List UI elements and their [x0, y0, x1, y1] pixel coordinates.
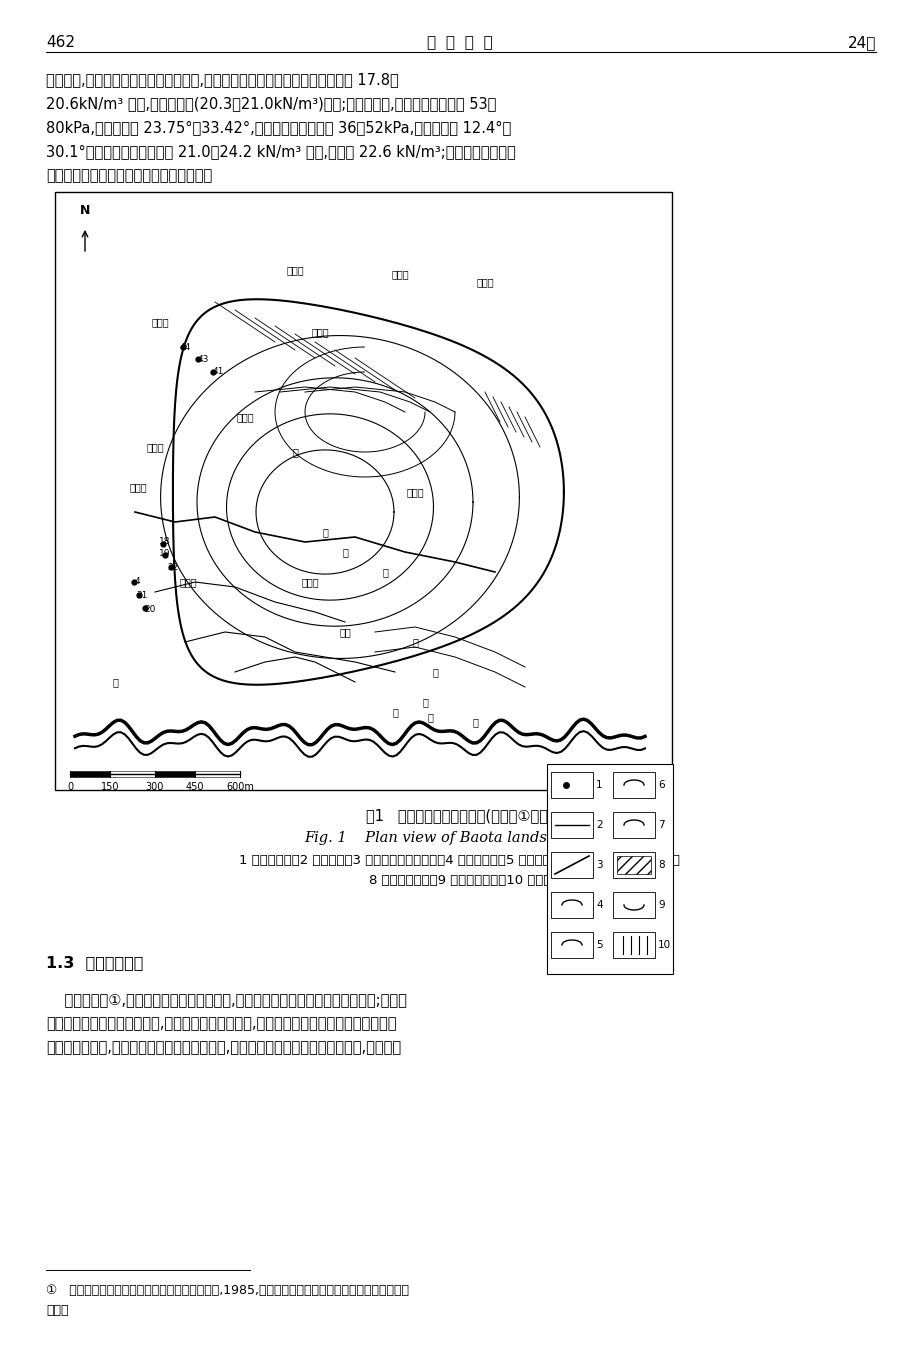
Bar	[550, 932, 593, 958]
Text: 竹儿坝: 竹儿坝	[391, 268, 408, 279]
Text: 20.6kN/m³ 之间,与饱和重度(20.3～21.0kN/m³)相近;天然状态下,滑体土的黏聚力为 53～: 20.6kN/m³ 之间,与饱和重度(20.3～21.0kN/m³)相近;天然状…	[46, 96, 496, 111]
Text: 80kPa,内摩擦角为 23.75°～33.42°,饱和状态下黏聚力为 36～52kPa,内摩擦角为 12.4°～: 80kPa,内摩擦角为 23.75°～33.42°,饱和状态下黏聚力为 36～5…	[46, 120, 511, 136]
Text: 8 滑坡滑动方向；9 滑坡台面前缘；10 滑坡壁: 8 滑坡滑动方向；9 滑坡台面前缘；10 滑坡壁	[369, 873, 550, 887]
Text: 鸡: 鸡	[422, 697, 427, 706]
Text: 汪家寨: 汪家寨	[146, 442, 164, 452]
Text: 1 钻孔及编号；2 勘探剖面；3 桐子林滑坡前缘陡坎；4 鸡扒子滑坡；5 桐子林滑坡；6 宝塔滑坡；7 擂鼓台滑坡；: 1 钻孔及编号；2 勘探剖面；3 桐子林滑坡前缘陡坎；4 鸡扒子滑坡；5 桐子林…	[239, 854, 680, 867]
Text: 44: 44	[179, 342, 190, 352]
Text: 22: 22	[167, 563, 178, 571]
Text: ①   四川省地质矿产局南江水文地质与工程地质队,1985,四川省云阳县鸡扒子滑坡区工程地质详细勘察: ① 四川省地质矿产局南江水文地质与工程地质队,1985,四川省云阳县鸡扒子滑坡区…	[46, 1284, 409, 1296]
Text: 石板沟: 石板沟	[129, 482, 147, 491]
Text: 462: 462	[46, 36, 75, 51]
Text: 九上刮: 九上刮	[406, 487, 424, 497]
Text: 洞: 洞	[432, 667, 437, 678]
Bar	[55, 192, 671, 790]
Text: 长: 长	[112, 678, 118, 687]
Text: 6: 6	[657, 780, 664, 790]
Text: 大: 大	[412, 637, 417, 648]
Text: 磷肥: 磷肥	[339, 627, 350, 637]
Text: 10: 10	[657, 941, 670, 950]
Text: 撮家寨: 撮家寨	[311, 327, 328, 337]
Text: 9: 9	[657, 899, 664, 910]
Text: 24卷: 24卷	[846, 36, 875, 51]
Text: N: N	[80, 204, 90, 218]
Text: 4: 4	[596, 899, 602, 910]
Bar	[550, 852, 593, 878]
Text: 300: 300	[145, 782, 164, 793]
Bar	[550, 812, 593, 838]
Text: 1.3  水文地质特征: 1.3 水文地质特征	[46, 956, 143, 971]
Text: 盖了砂质黏土层,尽管下伏的碎裂岩体空隙性好,滑体仍大部分处于包气带中。此外,由于滑坡: 盖了砂质黏土层,尽管下伏的碎裂岩体空隙性好,滑体仍大部分处于包气带中。此外,由于…	[46, 1040, 401, 1055]
Text: 4: 4	[134, 578, 140, 586]
Bar	[110, 771, 154, 778]
Bar	[547, 764, 673, 973]
Text: 据钻孔资料①,滑体前缘地下水因紧靠长江,受长江水位影响埋深较浅、水量较大;而滑体: 据钻孔资料①,滑体前缘地下水因紧靠长江,受长江水位影响埋深较浅、水量较大;而滑体	[46, 993, 406, 1008]
Text: 江: 江	[391, 706, 398, 717]
Text: 43: 43	[197, 355, 209, 364]
Text: 7: 7	[657, 820, 664, 830]
Text: 41: 41	[212, 367, 223, 376]
Bar	[612, 812, 654, 838]
Bar	[617, 856, 651, 873]
Text: 中部和后缘部位水位埋深较大,多在滑带附近或滑床中,涌水量也较小。由于滑体上部广泛覆: 中部和后缘部位水位埋深较大,多在滑带附近或滑床中,涌水量也较小。由于滑体上部广泛…	[46, 1016, 396, 1031]
Text: 2: 2	[596, 820, 602, 830]
Text: 图1   宝塔滑坡区平面形态图(据文献①略改): 图1 宝塔滑坡区平面形态图(据文献①略改)	[366, 808, 553, 823]
Text: 坡: 坡	[291, 448, 298, 457]
Text: 5: 5	[596, 941, 602, 950]
Text: 吴家园: 吴家园	[476, 277, 494, 287]
Text: 450: 450	[186, 782, 204, 793]
Bar	[612, 852, 654, 878]
Text: 碎裂岩体,由滑移变位的砂岩及泥岩构成,是滑坡形成的边界。滑体土天然重度在 17.8～: 碎裂岩体,由滑移变位的砂岩及泥岩构成,是滑坡形成的边界。滑体土天然重度在 17.…	[46, 73, 398, 88]
Bar	[195, 771, 240, 778]
Text: Fig. 1    Plan view of Baota landslide area.: Fig. 1 Plan view of Baota landslide area…	[303, 831, 616, 845]
Text: 19: 19	[159, 549, 171, 559]
Text: 报告。: 报告。	[46, 1305, 68, 1317]
Text: 丁家坡: 丁家坡	[236, 412, 254, 422]
Text: 18: 18	[159, 538, 171, 546]
Text: 擂鼓台: 擂鼓台	[286, 266, 303, 275]
Bar	[550, 893, 593, 919]
Text: 0: 0	[67, 782, 73, 793]
Bar	[70, 771, 110, 778]
Text: 采石场: 采石场	[151, 318, 168, 327]
Text: 150: 150	[101, 782, 119, 793]
Text: 扒: 扒	[426, 712, 433, 721]
Bar	[154, 771, 195, 778]
Text: 闸: 闸	[471, 717, 477, 727]
Bar	[612, 893, 654, 919]
Text: 地  震  地  质: 地 震 地 质	[426, 36, 493, 51]
Text: 塔: 塔	[342, 548, 347, 557]
Text: 20: 20	[144, 605, 155, 613]
Text: 21: 21	[136, 590, 148, 600]
Text: 内摩擦角随其中含水量的增加而迅速降低。: 内摩擦角随其中含水量的增加而迅速降低。	[46, 168, 212, 183]
Text: 地: 地	[381, 567, 388, 576]
Text: 东子坪: 东子坪	[301, 576, 319, 587]
Text: 1: 1	[596, 780, 602, 790]
Bar	[612, 772, 654, 798]
Bar	[550, 772, 593, 798]
Text: 600m: 600m	[226, 782, 254, 793]
Text: 鸡扒子: 鸡扒子	[179, 576, 197, 587]
Text: 3: 3	[596, 860, 602, 871]
Text: 30.1°。滑带土的天然重度在 21.0～24.2 kN/m³ 之间,平均为 22.6 kN/m³;滑带土的黏聚力与: 30.1°。滑带土的天然重度在 21.0～24.2 kN/m³ 之间,平均为 2…	[46, 144, 516, 159]
Bar	[612, 932, 654, 958]
Text: 宝: 宝	[322, 527, 327, 537]
Text: 8: 8	[657, 860, 664, 871]
